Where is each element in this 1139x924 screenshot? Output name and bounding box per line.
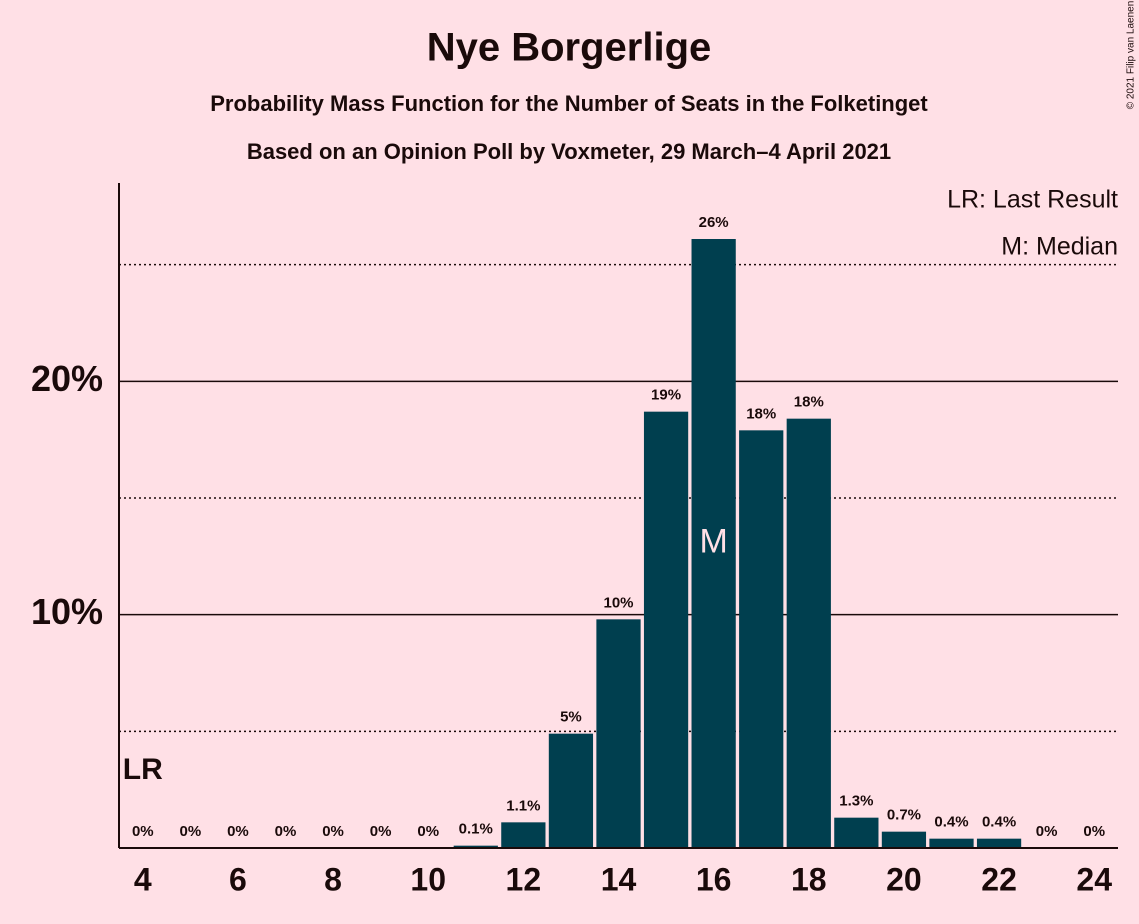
x-tick-label: 12	[506, 861, 542, 897]
value-label: 1.1%	[506, 797, 540, 814]
legend-entry: M: Median	[1001, 233, 1118, 261]
bar	[786, 418, 831, 848]
bar	[739, 430, 784, 848]
bar	[929, 838, 974, 848]
x-tick-label: 6	[229, 861, 247, 897]
bar	[834, 817, 879, 848]
value-label: 0.4%	[982, 814, 1016, 831]
bar	[643, 411, 689, 848]
chart-title: Nye Borgerlige	[427, 26, 712, 70]
y-tick-label: 10%	[31, 591, 103, 632]
x-tick-label: 16	[696, 861, 732, 897]
x-tick-label: 18	[791, 861, 827, 897]
x-tick-label: 24	[1076, 861, 1112, 897]
x-tick-label: 10	[410, 861, 446, 897]
value-label: 0.4%	[934, 814, 968, 831]
x-tick-label: 20	[886, 861, 922, 897]
y-tick-label: 20%	[31, 358, 103, 399]
chart-subtitle: Probability Mass Function for the Number…	[210, 91, 928, 116]
value-label: 0%	[417, 823, 439, 840]
bar	[691, 239, 736, 848]
value-label: 18%	[794, 394, 824, 411]
median-marker: M	[699, 522, 727, 560]
value-label: 0%	[227, 823, 249, 840]
value-label: 0%	[1083, 823, 1105, 840]
value-label: 5%	[560, 709, 582, 726]
legend-entry: LR: Last Result	[947, 186, 1118, 214]
value-label: 19%	[651, 387, 681, 404]
value-label: 1.3%	[839, 793, 873, 810]
bar	[453, 845, 498, 848]
x-tick-label: 8	[324, 861, 342, 897]
value-label: 0.1%	[459, 821, 493, 838]
bar	[501, 822, 546, 848]
value-label: 0.7%	[887, 807, 921, 824]
bar	[548, 733, 594, 848]
value-label: 0%	[322, 823, 344, 840]
value-label: 0%	[1036, 823, 1058, 840]
x-tick-label: 14	[601, 861, 637, 897]
value-label: 0%	[275, 823, 297, 840]
copyright: © 2021 Filip van Laenen	[1126, 1, 1137, 110]
x-tick-label: 22	[981, 861, 1017, 897]
x-tick-label: 4	[134, 861, 152, 897]
value-label: 0%	[132, 823, 154, 840]
bar	[881, 831, 927, 848]
value-label: 18%	[746, 405, 776, 422]
value-label: 26%	[699, 214, 729, 231]
value-label: 0%	[370, 823, 392, 840]
last-result-marker: LR	[123, 753, 163, 786]
bar	[596, 619, 641, 848]
value-label: 10%	[603, 594, 633, 611]
bar	[976, 838, 1022, 848]
value-label: 0%	[180, 823, 202, 840]
chart-subtitle: Based on an Opinion Poll by Voxmeter, 29…	[247, 139, 891, 164]
